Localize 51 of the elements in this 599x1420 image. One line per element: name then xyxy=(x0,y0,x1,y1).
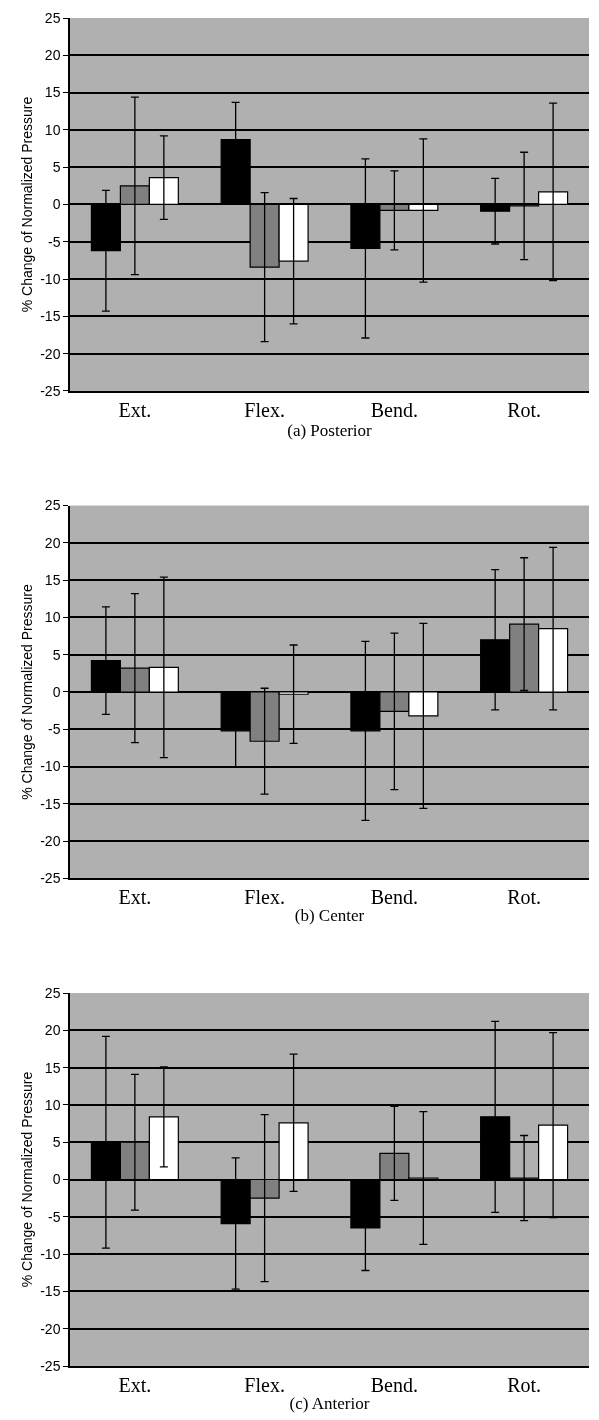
x-axis-title: (c) Anterior xyxy=(289,1393,370,1413)
y-tick-label: 20 xyxy=(44,534,61,551)
y-tick-label: 20 xyxy=(44,1022,61,1039)
y-tick-label: 25 xyxy=(44,9,61,26)
y-tick-label: 15 xyxy=(44,1059,61,1076)
y-axis-title: % Change of Normalized Pressure xyxy=(19,1071,36,1288)
y-tick-label: -5 xyxy=(48,721,61,738)
y-tick-label: 5 xyxy=(52,646,61,663)
y-tick-label: 10 xyxy=(44,609,61,626)
y-tick-label: -25 xyxy=(40,870,61,887)
x-tick-label: Flex. xyxy=(244,398,285,421)
x-tick-label: Bend. xyxy=(370,1373,418,1396)
y-tick-label: 15 xyxy=(44,572,61,589)
y-tick-label: 15 xyxy=(44,84,61,101)
y-tick-label: 25 xyxy=(44,984,61,1001)
x-tick-label: Rot. xyxy=(507,1373,542,1396)
y-tick-label: 20 xyxy=(44,47,61,64)
y-tick-label: 10 xyxy=(44,1096,61,1113)
x-axis-title: (b) Center xyxy=(294,906,365,926)
y-tick-label: -20 xyxy=(40,1320,61,1337)
y-tick-label: -15 xyxy=(40,1283,61,1300)
y-tick-label: 0 xyxy=(52,196,61,213)
x-tick-label: Ext. xyxy=(118,398,152,421)
y-tick-label: -15 xyxy=(40,308,61,325)
y-axis-title: % Change of Normalized Pressure xyxy=(19,584,36,800)
y-tick-label: -10 xyxy=(40,270,61,287)
y-tick-label: -5 xyxy=(48,1208,61,1225)
y-tick-label: 5 xyxy=(52,1134,61,1151)
y-axis-title: % Change of Normalized Pressure xyxy=(19,96,36,313)
x-tick-label: Rot. xyxy=(507,886,542,909)
y-tick-label: 25 xyxy=(44,497,61,514)
x-axis-title: (a) Posterior xyxy=(287,420,373,440)
x-tick-label: Flex. xyxy=(244,1373,285,1396)
y-tick-label: -10 xyxy=(40,758,61,775)
x-tick-label: Bend. xyxy=(370,398,418,421)
y-tick-label: 0 xyxy=(52,1171,61,1188)
y-tick-label: 5 xyxy=(52,159,61,176)
x-tick-label: Ext. xyxy=(118,1373,152,1396)
x-tick-label: Bend. xyxy=(370,886,418,909)
y-tick-label: -25 xyxy=(40,382,61,399)
x-tick-label: Ext. xyxy=(118,886,152,909)
y-tick-label: -5 xyxy=(48,233,61,250)
y-tick-label: -10 xyxy=(40,1246,61,1263)
y-tick-label: 0 xyxy=(52,683,61,700)
y-tick-label: 10 xyxy=(44,121,61,138)
y-tick-label: -25 xyxy=(40,1357,61,1374)
y-tick-label: -20 xyxy=(40,833,61,850)
y-tick-label: -15 xyxy=(40,795,61,812)
x-tick-label: Flex. xyxy=(244,886,285,909)
x-tick-label: Rot. xyxy=(507,398,542,421)
y-tick-label: -20 xyxy=(40,345,61,362)
